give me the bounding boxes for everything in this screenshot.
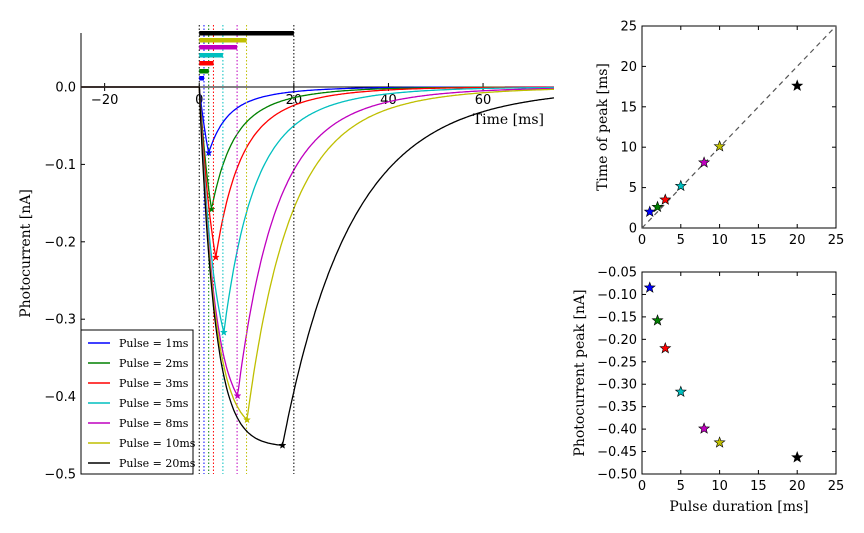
- x-tick-label: 10: [711, 233, 728, 248]
- x-tick-label: 10: [711, 479, 728, 494]
- legend: Pulse = 1ms Pulse = 2ms Pulse = 3ms Pulse =…: [80, 329, 196, 475]
- y-axis-title: Photocurrent peak [nA]: [572, 289, 588, 456]
- photocurrent-peak-point: [659, 341, 672, 354]
- time-of-peak-point: [713, 140, 726, 152]
- photocurrent-peak-point: [643, 281, 656, 293]
- pulse-bar-20ms: [199, 31, 294, 36]
- pulse-bar-1ms: [199, 76, 204, 81]
- y-tick-label: −0.05: [597, 266, 637, 281]
- pulse-bar-10ms: [199, 38, 247, 43]
- time-of-peak-point: [643, 205, 656, 217]
- time-of-peak-chart: 0 5 10 15 20 25 0 5 10 15 20 25 Time of peak [ms]: [595, 20, 844, 249]
- y-axis-title: Time of peak [ms]: [595, 63, 611, 191]
- peak-marker-8ms: [233, 391, 242, 400]
- legend-label: Pulse = 2ms: [119, 357, 189, 370]
- y-axis-title: Photocurrent [nA]: [18, 189, 34, 318]
- y-tick-label: 20: [620, 60, 637, 75]
- legend-label: Pulse = 5ms: [119, 397, 189, 410]
- y-tick-label: −0.25: [597, 355, 637, 370]
- x-axis-title: Time [ms]: [473, 112, 544, 128]
- legend-label: Pulse = 8ms: [119, 417, 189, 430]
- x-tick-label: 25: [828, 233, 845, 248]
- x-tick-label: 40: [380, 93, 397, 108]
- response-curve-8ms: [81, 86, 554, 397]
- pulse-bar-5ms: [199, 53, 223, 58]
- y-tick-label: −0.2: [44, 235, 76, 250]
- plot-frame: [641, 25, 837, 229]
- x-tick-label: 60: [475, 93, 492, 108]
- y-tick-label: −0.1: [44, 158, 76, 173]
- x-tick-label: 25: [828, 479, 845, 494]
- pulse-bar-2ms: [199, 69, 209, 74]
- y-tick-label: −0.45: [597, 445, 637, 460]
- y-tick-label: 25: [620, 20, 637, 35]
- x-axis-title: Pulse duration [ms]: [669, 499, 808, 515]
- photocurrent-peak-point: [698, 422, 711, 434]
- y-tick-label: −0.3: [44, 313, 76, 328]
- x-tick-label: −20: [91, 93, 118, 108]
- pulse-bar-8ms: [199, 45, 238, 50]
- legend-label: Pulse = 20ms: [119, 457, 196, 470]
- photocurrent-peak-point: [674, 385, 687, 397]
- y-tick-label: −0.10: [597, 288, 637, 303]
- y-tick-label: −0.20: [597, 333, 637, 348]
- y-tick-label: 5: [629, 181, 637, 196]
- y-tick-label: −0.5: [44, 468, 76, 483]
- legend-label: Pulse = 10ms: [119, 437, 196, 450]
- peak-marker-5ms: [219, 328, 228, 336]
- x-tick-label: 5: [677, 479, 685, 494]
- peak-marker-20ms: [278, 441, 287, 449]
- y-tick-label: 0: [629, 222, 637, 237]
- y-tick-label: 0.0: [55, 81, 76, 96]
- y-tick-label: 10: [620, 141, 637, 156]
- y-tick-label: −0.30: [597, 378, 637, 393]
- y-tick-label: −0.50: [597, 468, 637, 483]
- time-of-peak-point: [674, 179, 687, 192]
- legend-box: [80, 329, 194, 475]
- pulse-bar-3ms: [199, 61, 214, 66]
- identity-reference-line: [641, 25, 837, 229]
- time-of-peak-point: [791, 79, 804, 91]
- y-tick-label: −0.40: [597, 423, 637, 438]
- peak-marker-3ms: [211, 253, 220, 261]
- photocurrent-peak-point: [791, 451, 804, 463]
- response-curve-3ms: [81, 86, 555, 258]
- y-tick-label: 15: [620, 100, 637, 115]
- x-tick-label: 15: [750, 479, 767, 494]
- peak-marker-10ms: [243, 415, 252, 424]
- x-tick-label: 20: [789, 233, 806, 248]
- response-curve-5ms: [81, 86, 554, 333]
- x-tick-label: 20: [789, 479, 806, 494]
- photocurrent-peak-chart: 0 5 10 15 20 25 −0.05 −0.10 −0.15 −0.20 −0.25 −0.30…: [572, 266, 844, 516]
- legend-label: Pulse = 3ms: [119, 377, 189, 390]
- x-tick-label: 15: [750, 233, 767, 248]
- legend-label: Pulse = 1ms: [119, 337, 189, 350]
- x-tick-label: 0: [638, 479, 646, 494]
- photocurrent-peak-point: [651, 314, 664, 326]
- y-tick-label: −0.15: [597, 310, 637, 325]
- y-tick-label: −0.4: [44, 390, 76, 405]
- response-curve-20ms: [81, 86, 555, 446]
- time-of-peak-point: [651, 200, 664, 213]
- x-tick-label: 0: [638, 233, 646, 248]
- photocurrent-peak-point: [713, 436, 726, 448]
- response-curve-10ms: [81, 86, 555, 421]
- y-tick-label: −0.35: [597, 400, 637, 415]
- plot-frame: [641, 271, 837, 475]
- time-of-peak-point: [659, 193, 672, 205]
- time-of-peak-point: [698, 156, 711, 168]
- x-tick-label: 5: [677, 233, 685, 248]
